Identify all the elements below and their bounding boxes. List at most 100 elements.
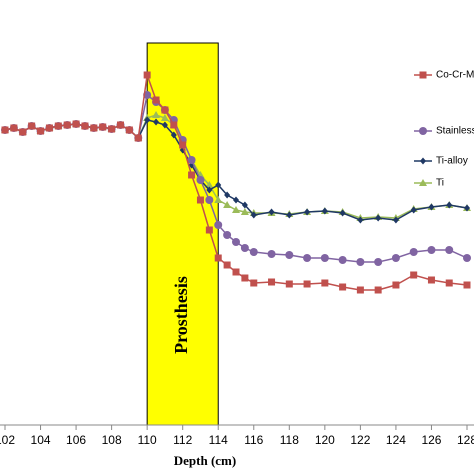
marker (285, 280, 293, 288)
marker (241, 201, 248, 209)
marker (223, 261, 231, 269)
marker (134, 134, 142, 142)
marker (463, 281, 471, 289)
marker (232, 268, 240, 276)
marker (409, 248, 418, 256)
x-tick-label: 110 (138, 433, 157, 447)
marker (152, 111, 161, 118)
marker (463, 254, 471, 262)
marker (90, 124, 98, 132)
prosthesis-band (146, 42, 219, 426)
marker (161, 106, 169, 114)
marker (267, 250, 276, 258)
marker (188, 171, 196, 179)
marker (1, 126, 9, 134)
marker (28, 122, 36, 130)
marker (81, 122, 89, 130)
marker (250, 279, 258, 287)
marker (321, 207, 328, 215)
marker (223, 201, 232, 208)
marker (410, 206, 417, 214)
marker (375, 214, 382, 222)
marker (268, 278, 276, 286)
marker (320, 254, 329, 262)
marker (339, 209, 346, 217)
marker (187, 156, 196, 164)
x-tick-label: 116 (244, 433, 263, 447)
marker (392, 216, 399, 224)
marker (10, 124, 18, 132)
marker (144, 116, 151, 124)
marker (392, 281, 400, 289)
marker (205, 181, 214, 188)
marker (241, 274, 249, 282)
x-tick-label: 118 (280, 433, 299, 447)
marker (215, 181, 222, 189)
marker (303, 254, 312, 262)
marker (285, 251, 294, 259)
marker (321, 279, 329, 287)
marker (196, 196, 204, 204)
marker (170, 121, 178, 129)
marker (445, 246, 454, 254)
marker (160, 114, 169, 121)
marker (356, 286, 364, 294)
marker (304, 208, 311, 216)
series-line (4, 93, 468, 263)
marker (153, 118, 160, 126)
marker (268, 208, 275, 216)
marker (286, 211, 293, 219)
marker (45, 124, 53, 132)
marker (233, 196, 239, 204)
marker (339, 283, 347, 291)
prosthesis-label: Prosthesis (171, 276, 191, 354)
marker (464, 204, 470, 212)
marker (63, 121, 71, 129)
marker (54, 122, 62, 130)
x-tick-label: 104 (31, 433, 51, 447)
marker (427, 246, 436, 254)
x-tick-label: 114 (209, 433, 228, 447)
marker (161, 121, 168, 129)
marker (205, 196, 214, 204)
marker (143, 71, 151, 79)
marker (72, 120, 80, 128)
marker (419, 179, 427, 186)
marker (214, 196, 223, 203)
marker (99, 123, 107, 131)
series-line (4, 119, 468, 221)
marker (214, 221, 223, 229)
legend-label: Ti (436, 178, 444, 189)
marker (374, 286, 382, 294)
marker (37, 127, 45, 135)
x-tick-label: 112 (173, 433, 192, 447)
marker (410, 271, 418, 279)
legend-label: Ti-alloy (436, 156, 468, 167)
marker (374, 258, 383, 266)
marker (419, 71, 427, 79)
legend-label: Co-Cr-Mo (436, 70, 474, 81)
marker (240, 208, 249, 215)
marker (240, 244, 249, 252)
x-tick-label: 106 (66, 433, 86, 447)
marker (249, 248, 258, 256)
marker (445, 279, 453, 287)
x-tick-label: 122 (350, 433, 370, 447)
x-tick-label: 126 (421, 433, 441, 447)
marker (223, 231, 232, 239)
marker (391, 254, 400, 262)
x-tick-label: 124 (386, 433, 406, 447)
marker (214, 254, 222, 262)
marker (205, 226, 213, 234)
marker (224, 191, 231, 199)
x-tick-label: 102 (0, 433, 15, 447)
marker (108, 125, 116, 133)
marker (357, 216, 364, 224)
marker (170, 131, 177, 139)
marker (427, 276, 435, 284)
marker (232, 206, 240, 213)
marker (419, 127, 427, 135)
marker (179, 141, 187, 149)
x-axis-label: Depth (cm) (174, 453, 236, 468)
